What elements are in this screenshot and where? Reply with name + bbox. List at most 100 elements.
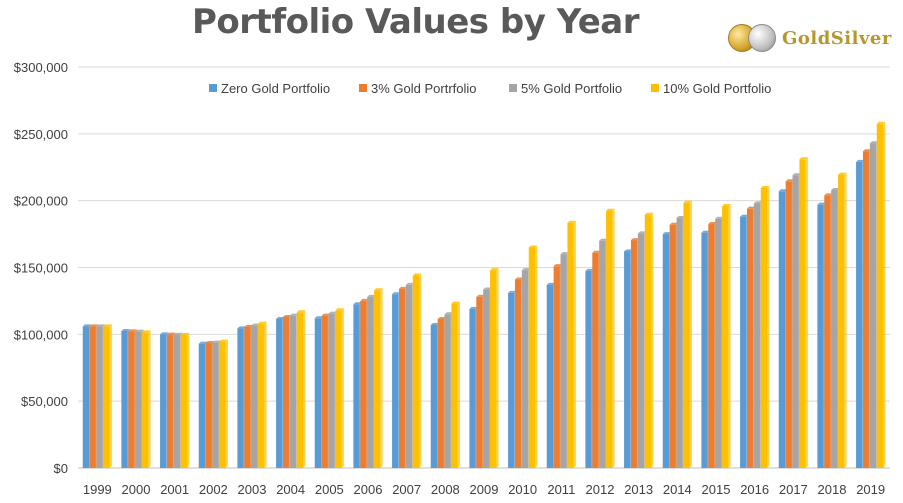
bar-front xyxy=(508,292,515,468)
bar-top xyxy=(367,294,376,297)
bar-top xyxy=(876,121,886,124)
bar-front xyxy=(715,218,722,468)
bar-front xyxy=(412,275,420,468)
bar-2012-3 xyxy=(606,208,615,469)
bar-top xyxy=(296,310,306,313)
x-tick-label: 2001 xyxy=(160,482,189,497)
bar-front xyxy=(637,233,645,468)
legend-label: Zero Gold Portfolio xyxy=(221,81,330,96)
bar-top xyxy=(838,172,847,175)
bar-front xyxy=(237,328,244,468)
bar-side xyxy=(883,121,886,468)
bar-front xyxy=(89,326,96,468)
bar-top xyxy=(831,187,840,190)
bar-front xyxy=(258,323,265,468)
bar-top xyxy=(412,273,422,276)
bar-front xyxy=(476,296,483,468)
x-axis-ticks: 1999 2000 2001 2002 2003 2004 2005 2006 2007 2008… xyxy=(83,482,885,497)
bar-top xyxy=(528,245,538,248)
bar-top xyxy=(282,314,292,317)
bar-top xyxy=(205,341,215,344)
bar-front xyxy=(521,270,529,468)
bar-side xyxy=(148,330,151,468)
bar-front xyxy=(282,316,290,468)
bar-top xyxy=(701,230,710,233)
bar-top xyxy=(856,159,865,162)
bar-front xyxy=(444,314,451,468)
bar-side xyxy=(728,204,731,468)
legend-swatch xyxy=(509,84,517,92)
bar-side xyxy=(187,333,190,468)
bar-2018-3 xyxy=(838,172,847,468)
x-tick-label: 2002 xyxy=(199,482,228,497)
bar-side xyxy=(341,308,344,468)
y-tick-label: $200,000 xyxy=(14,194,68,209)
legend-label: 10% Gold Portfolio xyxy=(663,81,771,96)
x-tick-label: 2006 xyxy=(354,482,383,497)
bar-front xyxy=(321,315,328,468)
x-tick-label: 2008 xyxy=(431,482,460,497)
x-tick-label: 2004 xyxy=(276,482,305,497)
bar-front xyxy=(785,181,792,468)
bar-2005-3 xyxy=(335,308,344,468)
bar-top xyxy=(82,324,92,327)
x-tick-label: 2017 xyxy=(779,482,808,497)
x-tick-label: 2009 xyxy=(470,482,499,497)
bar-top xyxy=(89,324,99,327)
bar-top xyxy=(173,332,183,335)
x-tick-label: 2014 xyxy=(663,482,692,497)
bar-front xyxy=(831,189,838,468)
y-tick-label: $0 xyxy=(54,461,68,476)
bar-front xyxy=(314,318,322,468)
bar-2019-3 xyxy=(876,121,886,468)
x-tick-label: 2000 xyxy=(122,482,151,497)
bar-side xyxy=(109,324,112,468)
bar-top xyxy=(778,189,788,192)
bar-top xyxy=(740,214,749,217)
bar-front xyxy=(567,222,574,468)
bar-2006-3 xyxy=(374,288,383,468)
bar-2008-3 xyxy=(451,301,460,468)
bar-side xyxy=(457,301,460,468)
bar-top xyxy=(335,308,344,311)
bar-top xyxy=(392,292,401,295)
x-tick-label: 2003 xyxy=(238,482,267,497)
bar-front xyxy=(676,218,683,468)
bar-front xyxy=(103,326,110,468)
bar-side xyxy=(303,310,306,468)
bar-top xyxy=(180,333,190,336)
bar-front xyxy=(862,151,870,468)
x-tick-label: 2010 xyxy=(508,482,537,497)
bar-side xyxy=(805,157,808,469)
bar-top xyxy=(212,340,222,343)
bar-top xyxy=(722,204,731,207)
bar-front xyxy=(838,174,845,468)
silver-coin-icon xyxy=(748,24,776,52)
bar-front xyxy=(708,224,715,468)
bar-front xyxy=(135,331,142,468)
bar-front xyxy=(437,318,444,468)
bar-front xyxy=(374,290,381,468)
bar-front xyxy=(817,204,824,468)
legend-item: 5% Gold Portfolio xyxy=(509,81,622,96)
bar-side xyxy=(380,288,383,468)
bar-front xyxy=(560,254,567,468)
x-tick-label: 2005 xyxy=(315,482,344,497)
bar-front xyxy=(296,312,304,468)
bar-front xyxy=(669,224,676,468)
bar-2013-3 xyxy=(644,212,654,468)
bar-front xyxy=(430,324,438,468)
bar-top xyxy=(606,208,615,211)
bar-top xyxy=(630,238,640,241)
bar-front xyxy=(180,335,188,468)
bar-front xyxy=(451,303,458,468)
bar-2001-3 xyxy=(180,333,190,468)
bar-front xyxy=(360,300,367,468)
bar-top xyxy=(451,301,460,304)
bar-top xyxy=(567,220,576,223)
bar-front xyxy=(514,279,522,468)
bar-top xyxy=(469,306,478,309)
bar-front xyxy=(824,195,831,468)
bar-top xyxy=(160,332,169,335)
